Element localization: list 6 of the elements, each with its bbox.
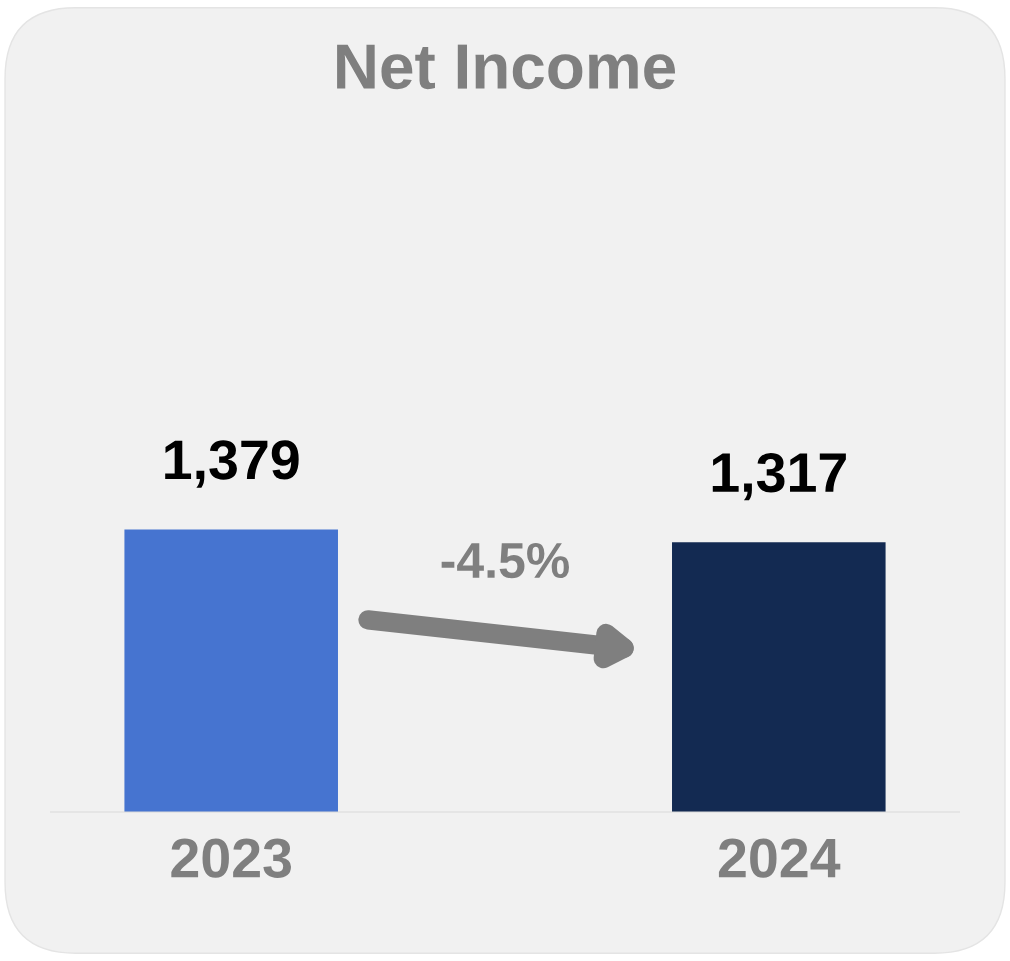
chart-title: Net Income bbox=[337, 44, 676, 90]
annotation: -4.5% bbox=[441, 542, 569, 579]
data-label: 1,317 bbox=[712, 452, 846, 501]
data-label: 1,379 bbox=[165, 440, 299, 488]
x-tick-label: 2024 bbox=[718, 838, 841, 878]
x-tick-label: 2023 bbox=[171, 838, 291, 878]
